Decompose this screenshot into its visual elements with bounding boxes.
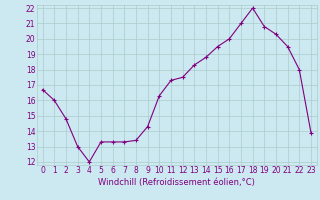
X-axis label: Windchill (Refroidissement éolien,°C): Windchill (Refroidissement éolien,°C) — [98, 178, 255, 187]
